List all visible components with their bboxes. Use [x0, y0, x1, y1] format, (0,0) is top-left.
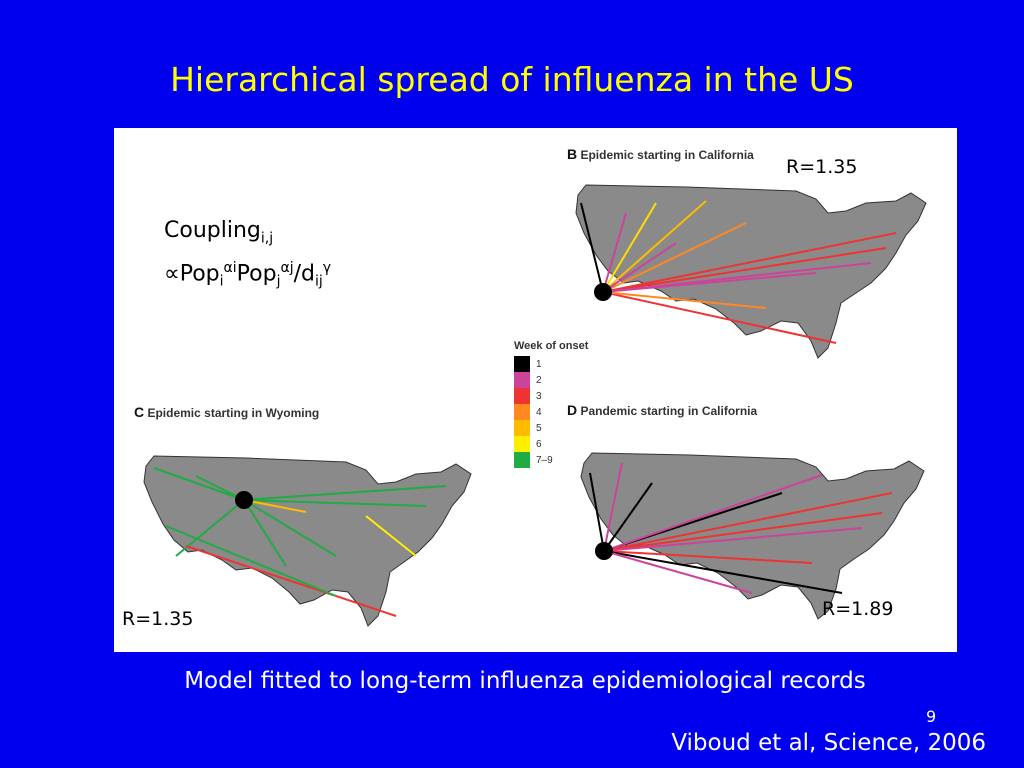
map-arrows: [153, 467, 447, 617]
panel-d-title: D Pandemic starting in California: [567, 402, 758, 418]
panel-b-r-value: R=1.35: [786, 156, 858, 178]
panel-c-r-value: R=1.35: [122, 608, 194, 630]
legend-item: 4: [514, 404, 588, 420]
legend-item: 6: [514, 436, 588, 452]
origin-marker: [235, 491, 253, 509]
map-panel-b: [575, 184, 927, 359]
page-number: 9: [926, 707, 937, 726]
panel-c-title: C Epidemic starting in Wyoming: [134, 404, 320, 420]
us-map-outline: [580, 452, 925, 620]
figure-panel: Couplingi,j ∝PopiαiPopjαj/dijγ B Epidemi…: [114, 128, 957, 652]
legend-swatch: [514, 452, 530, 468]
origin-marker: [594, 283, 612, 301]
formula-line-1: Couplingi,j: [164, 218, 274, 247]
panel-d-r-value: R=1.89: [822, 598, 894, 620]
us-map-outline: [575, 184, 927, 359]
map-arrows: [589, 462, 893, 594]
legend-swatch: [514, 436, 530, 452]
legend-item: 1: [514, 356, 588, 372]
coupling-formula: Couplingi,j ∝PopiαiPopjαj/dijγ: [164, 216, 331, 297]
week-of-onset-legend: Week of onset 1 2 3 4 5 6 7–9: [514, 340, 588, 468]
legend-swatch: [514, 388, 530, 404]
map-arrows: [580, 200, 897, 344]
legend-item: 2: [514, 372, 588, 388]
legend-swatch: [514, 420, 530, 436]
formula-line-2: ∝PopiαiPopjαj/dijγ: [164, 260, 332, 291]
legend-item: 5: [514, 420, 588, 436]
panel-b-title: B Epidemic starting in California: [567, 146, 754, 162]
legend-item: 3: [514, 388, 588, 404]
slide-caption: Model fitted to long-term influenza epid…: [184, 668, 866, 694]
map-panel-d: [580, 452, 925, 620]
citation: Viboud et al, Science, 2006: [671, 730, 986, 756]
legend-swatch: [514, 372, 530, 388]
legend-item: 7–9: [514, 452, 588, 468]
map-panel-c: [143, 455, 472, 627]
slide-title: Hierarchical spread of influenza in the …: [170, 60, 854, 99]
legend-swatch: [514, 356, 530, 372]
legend-swatch: [514, 404, 530, 420]
legend-title: Week of onset: [514, 340, 589, 352]
origin-marker: [595, 542, 613, 560]
